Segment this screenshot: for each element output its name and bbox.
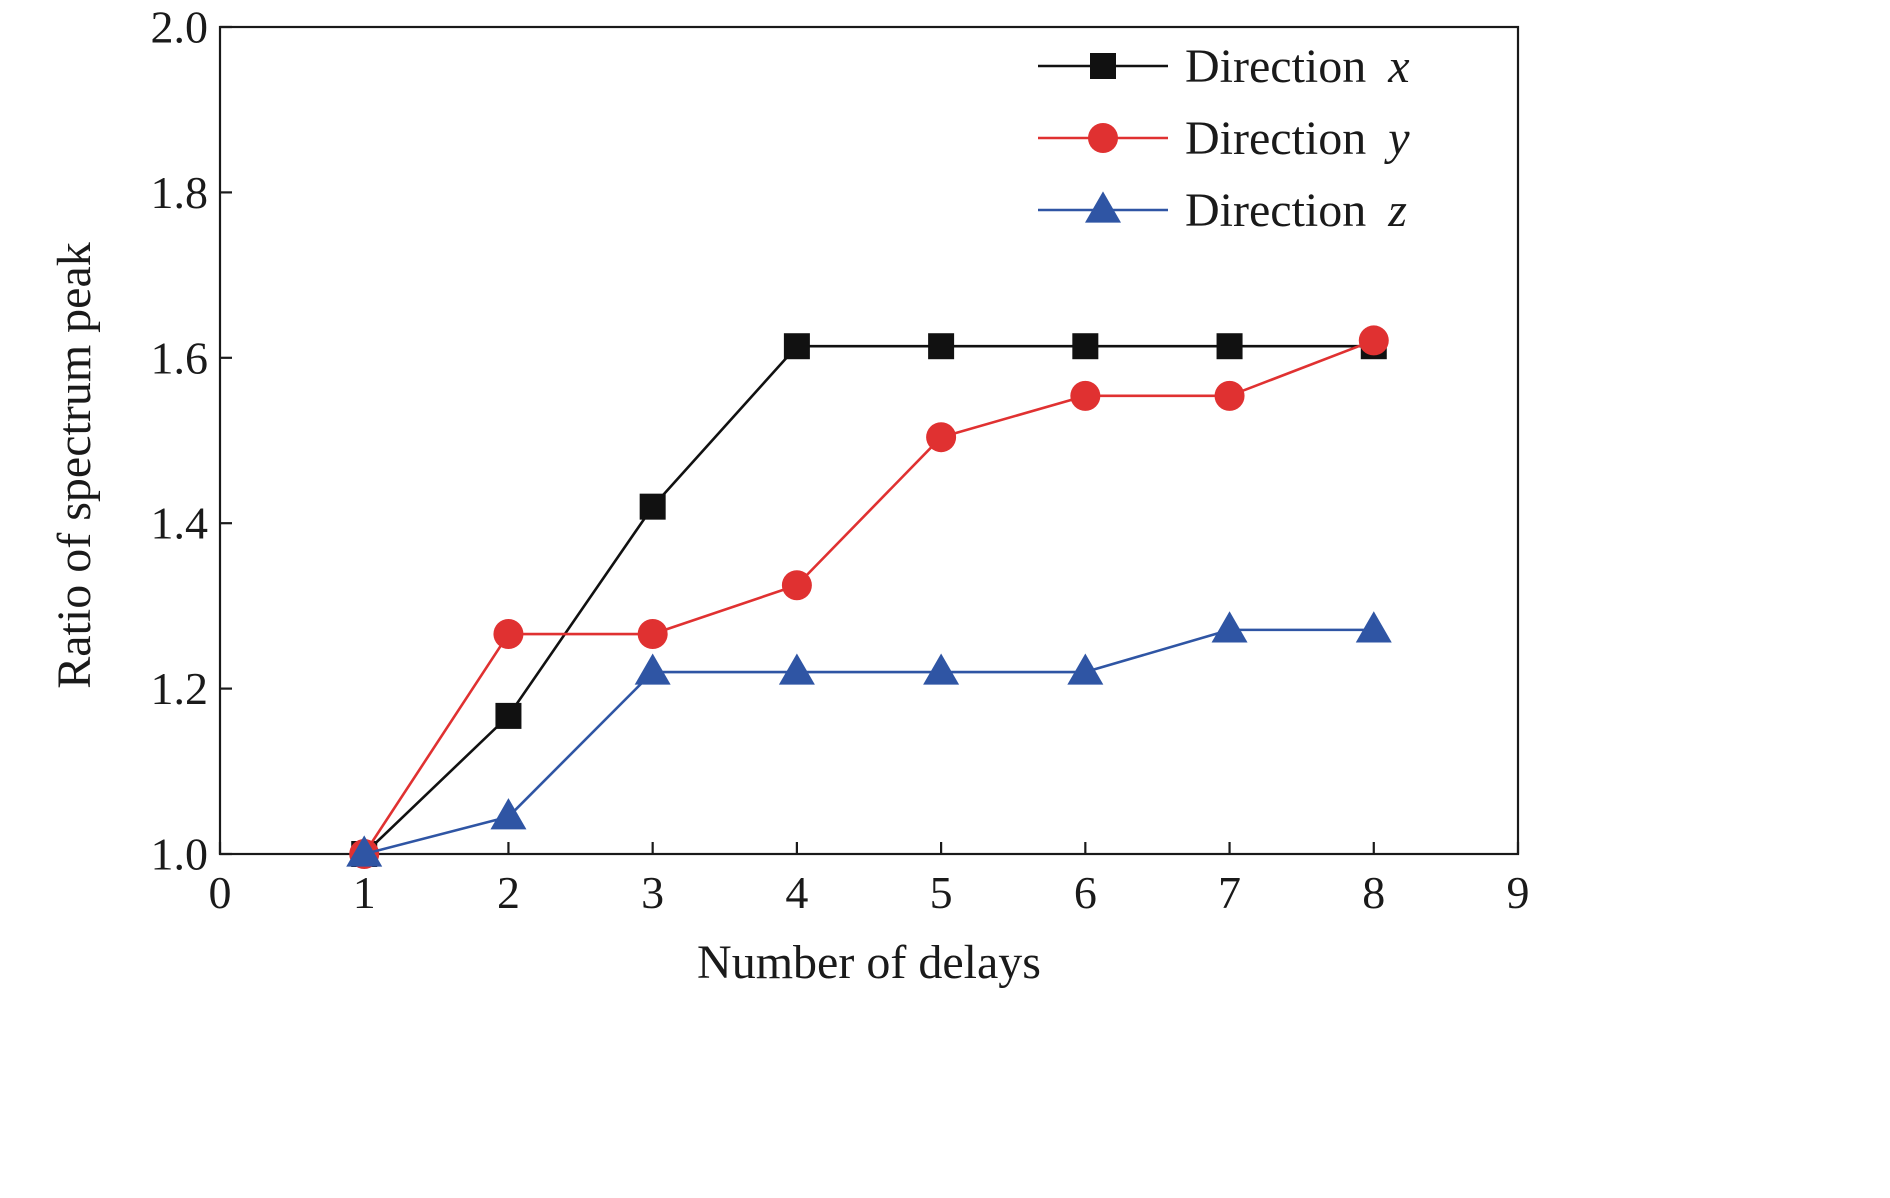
data-point-y: [781, 570, 812, 601]
legend-label-variable: y: [1383, 112, 1410, 165]
y-tick-label: 1.0: [151, 829, 209, 880]
series-line-x: [363, 344, 1374, 855]
x-axis-title: Number of delays: [697, 936, 1041, 989]
x-tick-label: 9: [1507, 867, 1530, 918]
x-tick-label: 3: [641, 867, 664, 918]
data-point-x: [495, 702, 522, 729]
series-y: [349, 325, 1389, 869]
data-point-y: [1214, 380, 1245, 411]
data-point-z: [346, 835, 383, 867]
y-tick-label: 1.6: [151, 332, 209, 383]
data-point-y: [1358, 325, 1389, 356]
data-point-x: [928, 333, 955, 360]
series-layer: [346, 325, 1392, 869]
legend-label-prefix: Direction: [1185, 184, 1378, 237]
legend-marker: [1090, 53, 1116, 79]
x-tick-label: 2: [497, 867, 520, 918]
legend-label: Direction x: [1185, 40, 1410, 93]
y-tick-label: 1.4: [151, 498, 209, 549]
data-point-z: [634, 653, 671, 685]
chart-canvas: 1.0 1.2 1.4 1.6 1.8 2.0 0 1 2 3 4 5 6 7 8 9 Number of de…: [48, 2, 1530, 990]
series-line-y: [363, 339, 1375, 855]
data-point-x: [783, 333, 810, 360]
y-tick-label: 2.0: [151, 2, 209, 53]
y-tick-label: 1.2: [151, 663, 209, 714]
data-point-y: [926, 422, 957, 453]
legend-label: Direction z: [1185, 184, 1407, 237]
legend-entry-z: Direction z: [1038, 184, 1407, 237]
series-line-z: [363, 628, 1374, 856]
x-tick-label: 5: [930, 867, 953, 918]
data-point-z: [1211, 611, 1248, 643]
y-axis-title: Ratio of spectrum peak: [48, 242, 101, 689]
data-point-x: [639, 493, 666, 520]
data-point-z: [1067, 653, 1104, 685]
x-tick-label: 0: [209, 867, 232, 918]
legend-marker: [1085, 191, 1121, 223]
data-point-z: [1355, 611, 1392, 643]
legend-label: Direction y: [1185, 112, 1410, 165]
data-point-x: [1072, 333, 1099, 360]
legend-entry-y: Direction y: [1038, 112, 1410, 165]
data-point-x: [1216, 333, 1243, 360]
legend-label-prefix: Direction: [1185, 112, 1378, 165]
x-tick-label: 4: [785, 867, 808, 918]
legend-label-variable: z: [1387, 184, 1407, 237]
x-tick-label: 6: [1074, 867, 1097, 918]
plot-frame: [218, 25, 1520, 856]
axes: 1.0 1.2 1.4 1.6 1.8 2.0 0 1 2 3 4 5 6 7 8 9 Number of de…: [48, 2, 1530, 990]
x-tick-label: 1: [353, 867, 376, 918]
data-point-z: [778, 653, 815, 685]
x-tick-label: 7: [1218, 867, 1241, 918]
line-chart: 1.0 1.2 1.4 1.6 1.8 2.0 0 1 2 3 4 5 6 7 8 9 Number of de…: [48, 2, 1530, 990]
data-point-y: [1070, 380, 1101, 411]
data-point-z: [490, 798, 527, 830]
y-tick-label: 1.8: [151, 167, 209, 218]
legend-marker: [1088, 123, 1118, 153]
legend-label-variable: x: [1387, 40, 1409, 93]
x-tick-label: 8: [1362, 867, 1385, 918]
legend-label-prefix: Direction: [1185, 40, 1378, 93]
series-z: [346, 611, 1392, 867]
data-point-y: [637, 619, 668, 650]
legend-entry-x: Direction x: [1038, 40, 1410, 93]
data-point-z: [923, 653, 960, 685]
data-point-y: [493, 619, 524, 650]
series-x: [351, 333, 1387, 867]
